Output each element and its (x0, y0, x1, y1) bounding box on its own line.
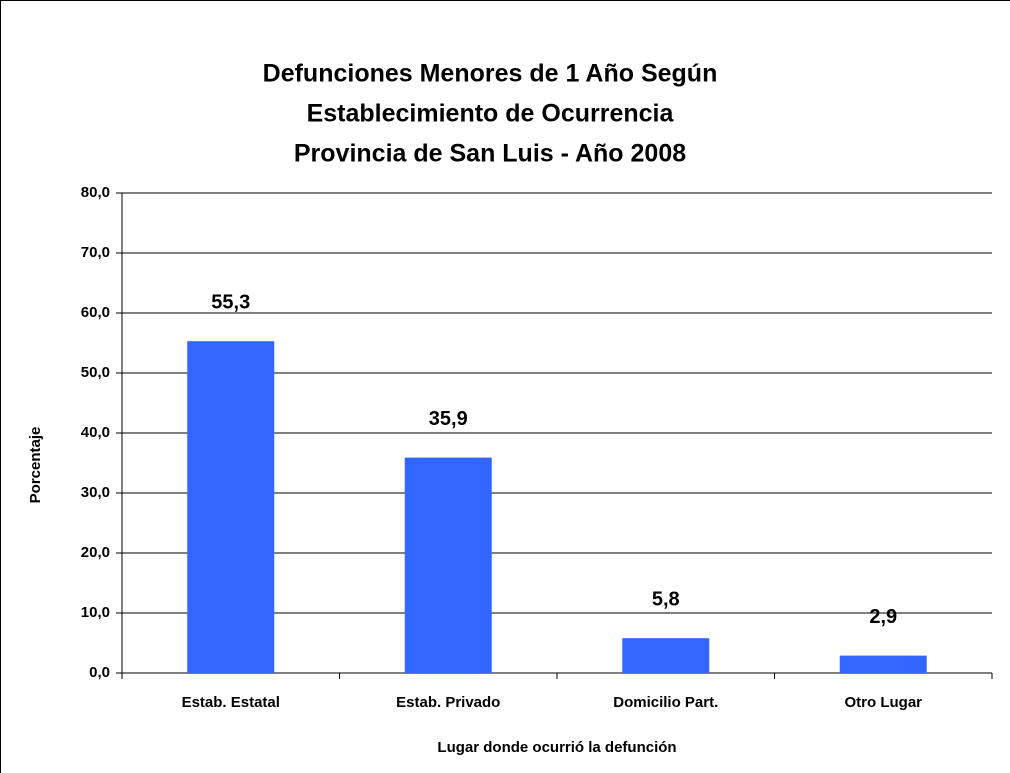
x-tick-label: Estab. Privado (396, 694, 500, 711)
value-label: 2,9 (869, 606, 897, 628)
value-label: 35,9 (429, 408, 468, 430)
y-axis-label: Porcentaje (27, 427, 44, 504)
x-axis-label: Lugar donde ocurrió la defunción (437, 739, 676, 756)
x-tick-label: Domicilio Part. (613, 694, 718, 711)
y-tick-label: 0,0 (89, 664, 110, 681)
y-tick-label: 20,0 (81, 544, 110, 561)
bar (622, 638, 710, 673)
y-tick-label: 70,0 (81, 244, 110, 261)
x-tick-label: Otro Lugar (845, 694, 923, 711)
bar (839, 655, 927, 673)
bar (187, 341, 275, 673)
y-tick-label: 50,0 (81, 364, 110, 381)
value-label: 55,3 (211, 291, 250, 313)
y-tick-label: 60,0 (81, 304, 110, 321)
chart-title: Provincia de San Luis - Año 2008 (294, 140, 686, 168)
chart-title: Defunciones Menores de 1 Año Según (263, 60, 718, 88)
bar (404, 457, 492, 673)
y-tick-label: 80,0 (81, 184, 110, 201)
x-tick-label: Estab. Estatal (182, 694, 280, 711)
y-tick-label: 40,0 (81, 424, 110, 441)
y-tick-label: 30,0 (81, 484, 110, 501)
value-label: 5,8 (652, 588, 680, 610)
y-tick-label: 10,0 (81, 604, 110, 621)
chart-title: Establecimiento de Ocurrencia (307, 100, 675, 128)
